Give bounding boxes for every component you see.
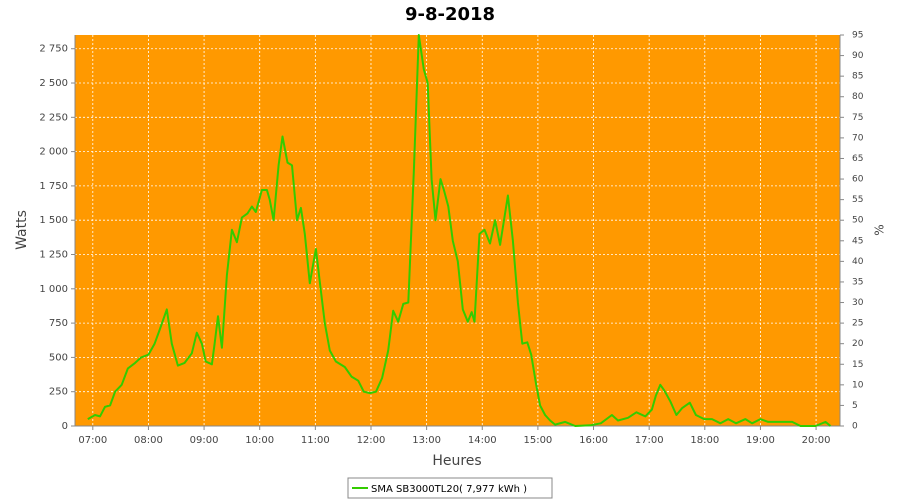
y2-tick-label: 0 [852,422,858,432]
y-tick-label: 500 [49,352,68,363]
y2-tick-label: 45 [852,236,863,246]
y2-tick-label: 5 [852,401,858,411]
plot-area [75,35,840,426]
y2-tick-label: 25 [852,319,863,329]
x-tick-label: 14:00 [468,435,497,446]
y-tick-label: 2 250 [39,112,68,123]
x-tick-label: 07:00 [78,435,107,446]
x-tick-label: 15:00 [523,435,552,446]
y2-axis-label: % [873,224,887,235]
y-tick-label: 0 [62,421,68,432]
y-tick-label: 2 500 [39,78,68,89]
x-tick-label: 11:00 [301,435,330,446]
legend-box [347,477,553,499]
y2-tick-label: 20 [852,339,864,349]
y2-tick-label: 10 [852,380,864,390]
x-tick-label: 13:00 [412,435,441,446]
y2-tick-label: 70 [852,133,864,143]
y2-tick-label: 55 [852,195,863,205]
chart-title: 9-8-2018 [405,4,495,25]
y2-tick-label: 85 [852,72,863,82]
y-tick-label: 1 000 [39,284,68,295]
y2-tick-label: 40 [852,257,864,267]
y2-tick-label: 95 [852,31,863,41]
y-tick-label: 1 500 [39,215,68,226]
x-tick-label: 19:00 [746,435,775,446]
y-tick-label: 750 [49,318,68,329]
x-tick-label: 12:00 [357,435,386,446]
y2-tick-label: 35 [852,277,863,287]
x-tick-label: 09:00 [190,435,219,446]
series-line [87,34,832,427]
x-axis-label: Heures [432,453,481,469]
y-tick-label: 1 250 [39,250,68,261]
y-axis-label: Watts [14,210,30,250]
y-tick-label: 2 750 [39,44,68,55]
y-tick-label: 2 000 [39,147,68,158]
x-tick-label: 18:00 [690,435,719,446]
y2-tick-label: 90 [852,51,864,61]
x-tick-label: 16:00 [579,435,608,446]
x-tick-label: 08:00 [134,435,163,446]
y2-tick-label: 60 [852,175,864,185]
y2-tick-label: 80 [852,92,864,102]
x-tick-label: 20:00 [802,435,831,446]
y2-tick-label: 15 [852,360,863,370]
y2-tick-label: 50 [852,216,864,226]
x-tick-label: 17:00 [635,435,664,446]
y-tick-label: 1 750 [39,181,68,192]
x-tick-label: 10:00 [245,435,274,446]
y2-tick-label: 30 [852,298,864,308]
y2-tick-label: 65 [852,154,863,164]
y-tick-label: 250 [49,387,68,398]
y2-tick-label: 75 [852,113,863,123]
legend-label: SMA SB3000TL20( 7,977 kWh ) [371,484,527,495]
